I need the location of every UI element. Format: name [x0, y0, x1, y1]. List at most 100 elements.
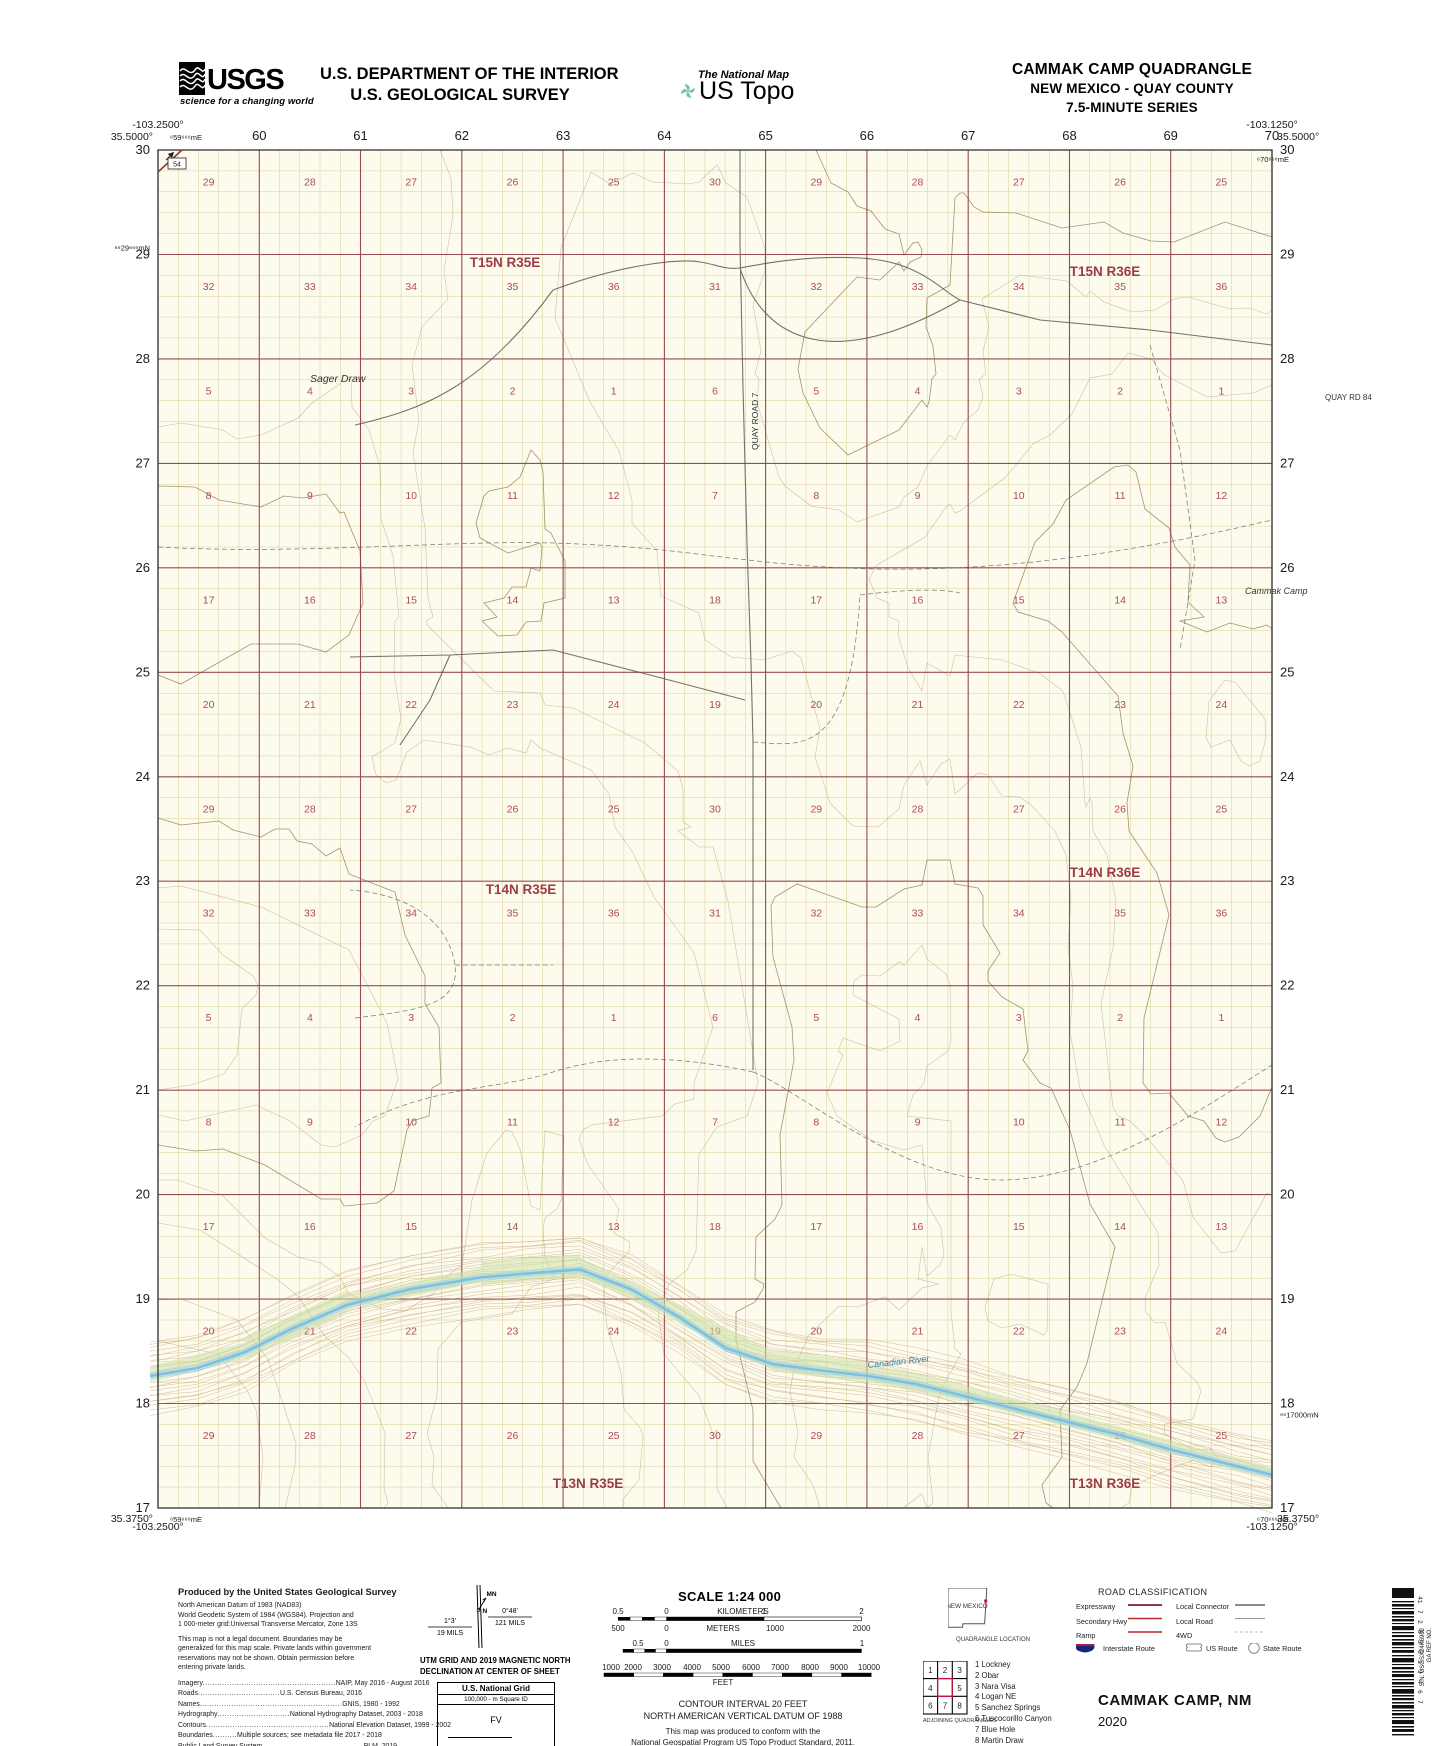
svg-text:5: 5 [957, 1684, 962, 1693]
svg-text:3: 3 [1016, 1012, 1022, 1024]
svg-text:27: 27 [136, 455, 150, 470]
svg-text:⁶⁶17000mN: ⁶⁶17000mN [1280, 1411, 1319, 1420]
svg-text:35: 35 [507, 908, 519, 920]
svg-text:14: 14 [1114, 594, 1126, 606]
svg-text:-103.1250°: -103.1250° [1246, 119, 1298, 131]
svg-text:35: 35 [507, 281, 519, 293]
svg-text:30: 30 [709, 177, 721, 189]
svg-text:4: 4 [915, 385, 921, 397]
svg-text:16: 16 [304, 1221, 316, 1233]
svg-text:3: 3 [408, 385, 414, 397]
svg-text:34: 34 [1013, 281, 1025, 293]
svg-text:30: 30 [136, 142, 150, 157]
svg-text:0.5: 0.5 [632, 1639, 644, 1648]
svg-text:13: 13 [608, 594, 620, 606]
svg-text:7: 7 [1416, 1610, 1423, 1614]
svg-text:3: 3 [1016, 385, 1022, 397]
svg-text:5: 5 [813, 1012, 819, 1024]
svg-text:63: 63 [556, 128, 570, 143]
svg-text:T13N R35E: T13N R35E [553, 1476, 624, 1491]
svg-text:27: 27 [405, 803, 417, 815]
svg-text:1: 1 [1218, 1012, 1224, 1024]
svg-text:MN: MN [487, 1591, 497, 1598]
svg-text:QUAY RD 84: QUAY RD 84 [1325, 393, 1372, 402]
svg-text:25: 25 [608, 1430, 620, 1442]
svg-text:20: 20 [136, 1187, 150, 1202]
svg-text:T15N R35E: T15N R35E [470, 255, 541, 270]
svg-text:8: 8 [206, 1117, 212, 1129]
svg-text:⁶59⁶⁶⁶mE: ⁶59⁶⁶⁶mE [170, 133, 202, 142]
svg-text:29: 29 [203, 1430, 215, 1442]
svg-text:34: 34 [405, 281, 417, 293]
svg-text:12: 12 [1216, 1117, 1228, 1129]
svg-text:T15N R36E: T15N R36E [1070, 264, 1141, 279]
svg-text:35: 35 [1114, 281, 1126, 293]
svg-text:18: 18 [709, 1221, 721, 1233]
svg-text:1: 1 [1218, 385, 1224, 397]
svg-text:36: 36 [608, 908, 620, 920]
svg-text:T14N R36E: T14N R36E [1070, 865, 1141, 880]
svg-text:66: 66 [860, 128, 874, 143]
svg-text:US Route: US Route [1206, 1644, 1238, 1653]
svg-text:21: 21 [304, 699, 316, 711]
svg-text:24: 24 [608, 699, 620, 711]
svg-text:22: 22 [136, 978, 150, 993]
svg-text:10: 10 [1013, 490, 1025, 502]
svg-text:2: 2 [859, 1608, 864, 1616]
svg-text:36: 36 [1216, 908, 1228, 920]
svg-text:10000: 10000 [858, 1663, 881, 1672]
svg-text:17: 17 [203, 1221, 215, 1233]
svg-text:1: 1 [611, 1012, 617, 1024]
svg-text:21: 21 [912, 1326, 924, 1338]
svg-text:26: 26 [507, 803, 519, 815]
svg-text:13: 13 [1216, 1221, 1228, 1233]
svg-text:33: 33 [304, 281, 316, 293]
svg-text:32: 32 [203, 281, 215, 293]
svg-text:29: 29 [810, 177, 822, 189]
svg-text:36: 36 [1216, 281, 1228, 293]
svg-text:25: 25 [608, 803, 620, 815]
svg-text:54: 54 [173, 162, 181, 169]
svg-text:28: 28 [304, 1430, 316, 1442]
svg-text:36: 36 [608, 281, 620, 293]
svg-text:68: 68 [1062, 128, 1076, 143]
svg-text:16: 16 [912, 1221, 924, 1233]
svg-text:32: 32 [810, 281, 822, 293]
svg-text:2000: 2000 [624, 1663, 642, 1672]
svg-text:Sager Draw: Sager Draw [310, 373, 367, 385]
svg-text:20: 20 [1280, 1187, 1294, 1202]
svg-text:24: 24 [1280, 769, 1294, 784]
svg-text:28: 28 [136, 351, 150, 366]
svg-text:9000: 9000 [830, 1663, 848, 1672]
svg-text:T13N R36E: T13N R36E [1070, 1476, 1141, 1491]
svg-text:7: 7 [712, 490, 718, 502]
svg-text:24: 24 [608, 1326, 620, 1338]
svg-text:7: 7 [712, 1117, 718, 1129]
svg-text:15: 15 [405, 594, 417, 606]
svg-text:7: 7 [1416, 1700, 1423, 1704]
svg-text:26: 26 [507, 177, 519, 189]
svg-text:11: 11 [507, 490, 518, 502]
svg-text:Cammak Camp: Cammak Camp [1245, 586, 1308, 596]
svg-text:28: 28 [304, 803, 316, 815]
svg-text:9: 9 [307, 1117, 313, 1129]
svg-text:60: 60 [252, 128, 266, 143]
svg-text:15: 15 [1013, 594, 1025, 606]
svg-text:4000: 4000 [683, 1663, 701, 1672]
svg-text:S.N. USGSX24K6902: S.N. USGSX24K6902 [1420, 1627, 1426, 1686]
svg-text:20: 20 [203, 699, 215, 711]
svg-text:30: 30 [709, 1430, 721, 1442]
svg-text:NEW MEXICO: NEW MEXICO [948, 1603, 988, 1610]
svg-text:23: 23 [1280, 873, 1294, 888]
svg-text:26: 26 [136, 560, 150, 575]
svg-text:67: 67 [961, 128, 975, 143]
svg-text:GA REF NO.: GA REF NO. [1427, 1628, 1432, 1663]
svg-text:22: 22 [405, 699, 417, 711]
svg-text:24: 24 [1216, 1326, 1228, 1338]
svg-text:1000: 1000 [766, 1624, 784, 1633]
svg-text:61: 61 [353, 128, 367, 143]
svg-text:22: 22 [1013, 1326, 1025, 1338]
svg-text:29: 29 [203, 803, 215, 815]
svg-text:10: 10 [405, 490, 417, 502]
svg-text:3000: 3000 [653, 1663, 671, 1672]
